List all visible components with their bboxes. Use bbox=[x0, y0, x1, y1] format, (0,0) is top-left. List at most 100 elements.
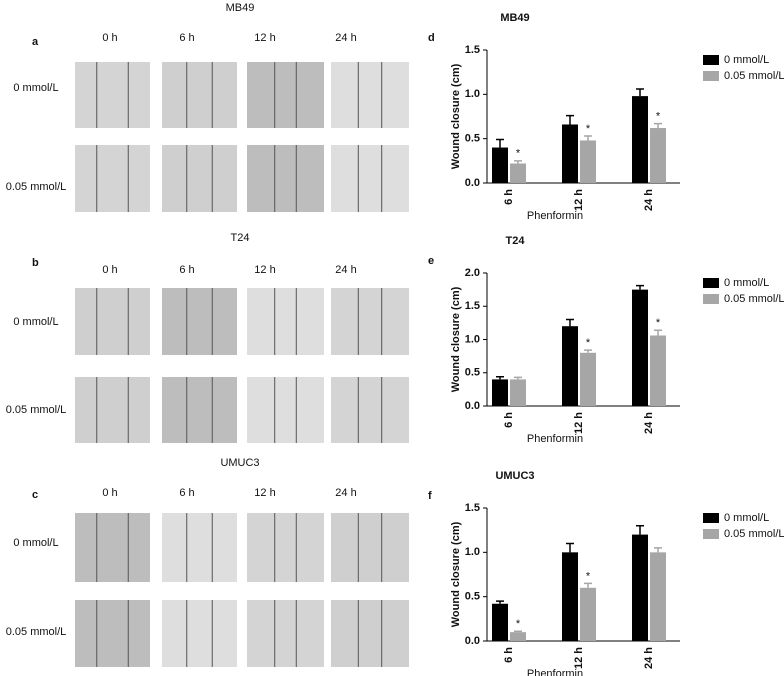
legend-label: 0 mmol/L bbox=[724, 277, 769, 289]
x-tick-label: 6 h bbox=[503, 647, 515, 663]
column-label: 6 h bbox=[179, 487, 194, 499]
significance-marker: * bbox=[586, 123, 591, 135]
column-label: 0 h bbox=[102, 487, 117, 499]
y-axis-label: Wound closure (cm) bbox=[450, 521, 462, 627]
x-tick-label: 6 h bbox=[503, 412, 515, 428]
y-tick-label: 0.5 bbox=[465, 367, 480, 379]
bar bbox=[562, 552, 578, 641]
error-bar bbox=[514, 376, 522, 380]
panel-letter: d bbox=[428, 32, 435, 44]
error-bar bbox=[496, 138, 504, 148]
bar bbox=[632, 534, 648, 641]
panel-letter: c bbox=[32, 489, 38, 501]
error-bar bbox=[636, 524, 644, 535]
error-bar bbox=[584, 349, 592, 353]
significance-marker: * bbox=[586, 337, 591, 349]
bar bbox=[580, 352, 596, 406]
bar bbox=[632, 289, 648, 406]
row-label: 0.05 mmol/L bbox=[6, 626, 67, 638]
micrograph bbox=[162, 288, 237, 355]
bar bbox=[492, 147, 508, 183]
row-label: 0.05 mmol/L bbox=[6, 404, 67, 416]
micrograph bbox=[162, 377, 237, 443]
micrograph bbox=[162, 62, 237, 128]
micrograph bbox=[247, 600, 324, 667]
x-tick-label: 12 h bbox=[573, 189, 585, 211]
y-tick-label: 1.5 bbox=[465, 300, 480, 312]
error-bar bbox=[496, 600, 504, 604]
error-bar bbox=[514, 160, 522, 164]
x-axis-label: Phenformin bbox=[527, 210, 583, 222]
legend-label: 0.05 mmol/L bbox=[724, 70, 784, 82]
column-label: 6 h bbox=[179, 32, 194, 44]
micrograph bbox=[162, 145, 237, 212]
micrograph bbox=[247, 145, 324, 212]
micrograph bbox=[331, 288, 409, 355]
y-axis-label: Wound closure (cm) bbox=[450, 286, 462, 392]
chart-title: UMUC3 bbox=[495, 470, 534, 482]
bar bbox=[650, 335, 666, 406]
error-bar bbox=[654, 122, 662, 129]
column-label: 6 h bbox=[179, 264, 194, 276]
legend-swatch bbox=[703, 55, 719, 65]
x-tick-label: 24 h bbox=[643, 412, 655, 434]
bar bbox=[580, 140, 596, 183]
bar bbox=[650, 128, 666, 183]
micrograph bbox=[247, 288, 324, 355]
y-tick-label: 0.5 bbox=[465, 591, 480, 603]
y-tick-label: 0.5 bbox=[465, 133, 480, 145]
bar bbox=[562, 124, 578, 183]
x-tick-label: 6 h bbox=[503, 189, 515, 205]
column-label: 24 h bbox=[335, 32, 356, 44]
micrograph bbox=[247, 513, 324, 582]
micrograph bbox=[331, 513, 409, 582]
micrograph bbox=[75, 145, 150, 212]
y-tick-label: 0.0 bbox=[465, 177, 480, 189]
micrograph bbox=[75, 288, 150, 355]
micrograph bbox=[162, 600, 237, 667]
x-axis-label: Phenformin bbox=[527, 668, 583, 676]
y-tick-label: 0.0 bbox=[465, 400, 480, 412]
legend-swatch bbox=[703, 529, 719, 539]
micrograph bbox=[247, 62, 324, 128]
x-tick-label: 24 h bbox=[643, 647, 655, 669]
bar bbox=[562, 326, 578, 406]
significance-marker: * bbox=[656, 110, 661, 122]
micrograph bbox=[75, 513, 150, 582]
error-bar bbox=[636, 284, 644, 290]
y-tick-label: 0.0 bbox=[465, 635, 480, 647]
panel-title: MB49 bbox=[226, 2, 255, 14]
bar bbox=[650, 552, 666, 641]
row-label: 0 mmol/L bbox=[13, 82, 58, 94]
bar bbox=[580, 587, 596, 641]
column-label: 24 h bbox=[335, 264, 356, 276]
y-tick-label: 1.0 bbox=[465, 546, 480, 558]
micrograph bbox=[331, 62, 409, 128]
error-bar bbox=[584, 135, 592, 141]
panel-title: UMUC3 bbox=[220, 457, 259, 469]
column-label: 12 h bbox=[254, 487, 275, 499]
x-tick-label: 12 h bbox=[573, 412, 585, 434]
legend-swatch bbox=[703, 278, 719, 288]
micrograph bbox=[331, 145, 409, 212]
legend-label: 0.05 mmol/L bbox=[724, 528, 784, 540]
legend-label: 0.05 mmol/L bbox=[724, 293, 784, 305]
y-tick-label: 1.5 bbox=[465, 44, 480, 56]
error-bar bbox=[654, 547, 662, 553]
y-tick-label: 1.5 bbox=[465, 502, 480, 514]
column-label: 24 h bbox=[335, 487, 356, 499]
micrograph bbox=[75, 377, 150, 443]
x-tick-label: 12 h bbox=[573, 647, 585, 669]
row-label: 0 mmol/L bbox=[13, 316, 58, 328]
y-tick-label: 1.0 bbox=[465, 333, 480, 345]
bar bbox=[632, 96, 648, 183]
legend-label: 0 mmol/L bbox=[724, 54, 769, 66]
row-label: 0 mmol/L bbox=[13, 537, 58, 549]
error-bar bbox=[654, 329, 662, 336]
significance-marker: * bbox=[516, 148, 521, 160]
bar bbox=[492, 379, 508, 406]
y-tick-label: 1.0 bbox=[465, 88, 480, 100]
significance-marker: * bbox=[516, 618, 521, 630]
x-axis-label: Phenformin bbox=[527, 433, 583, 445]
